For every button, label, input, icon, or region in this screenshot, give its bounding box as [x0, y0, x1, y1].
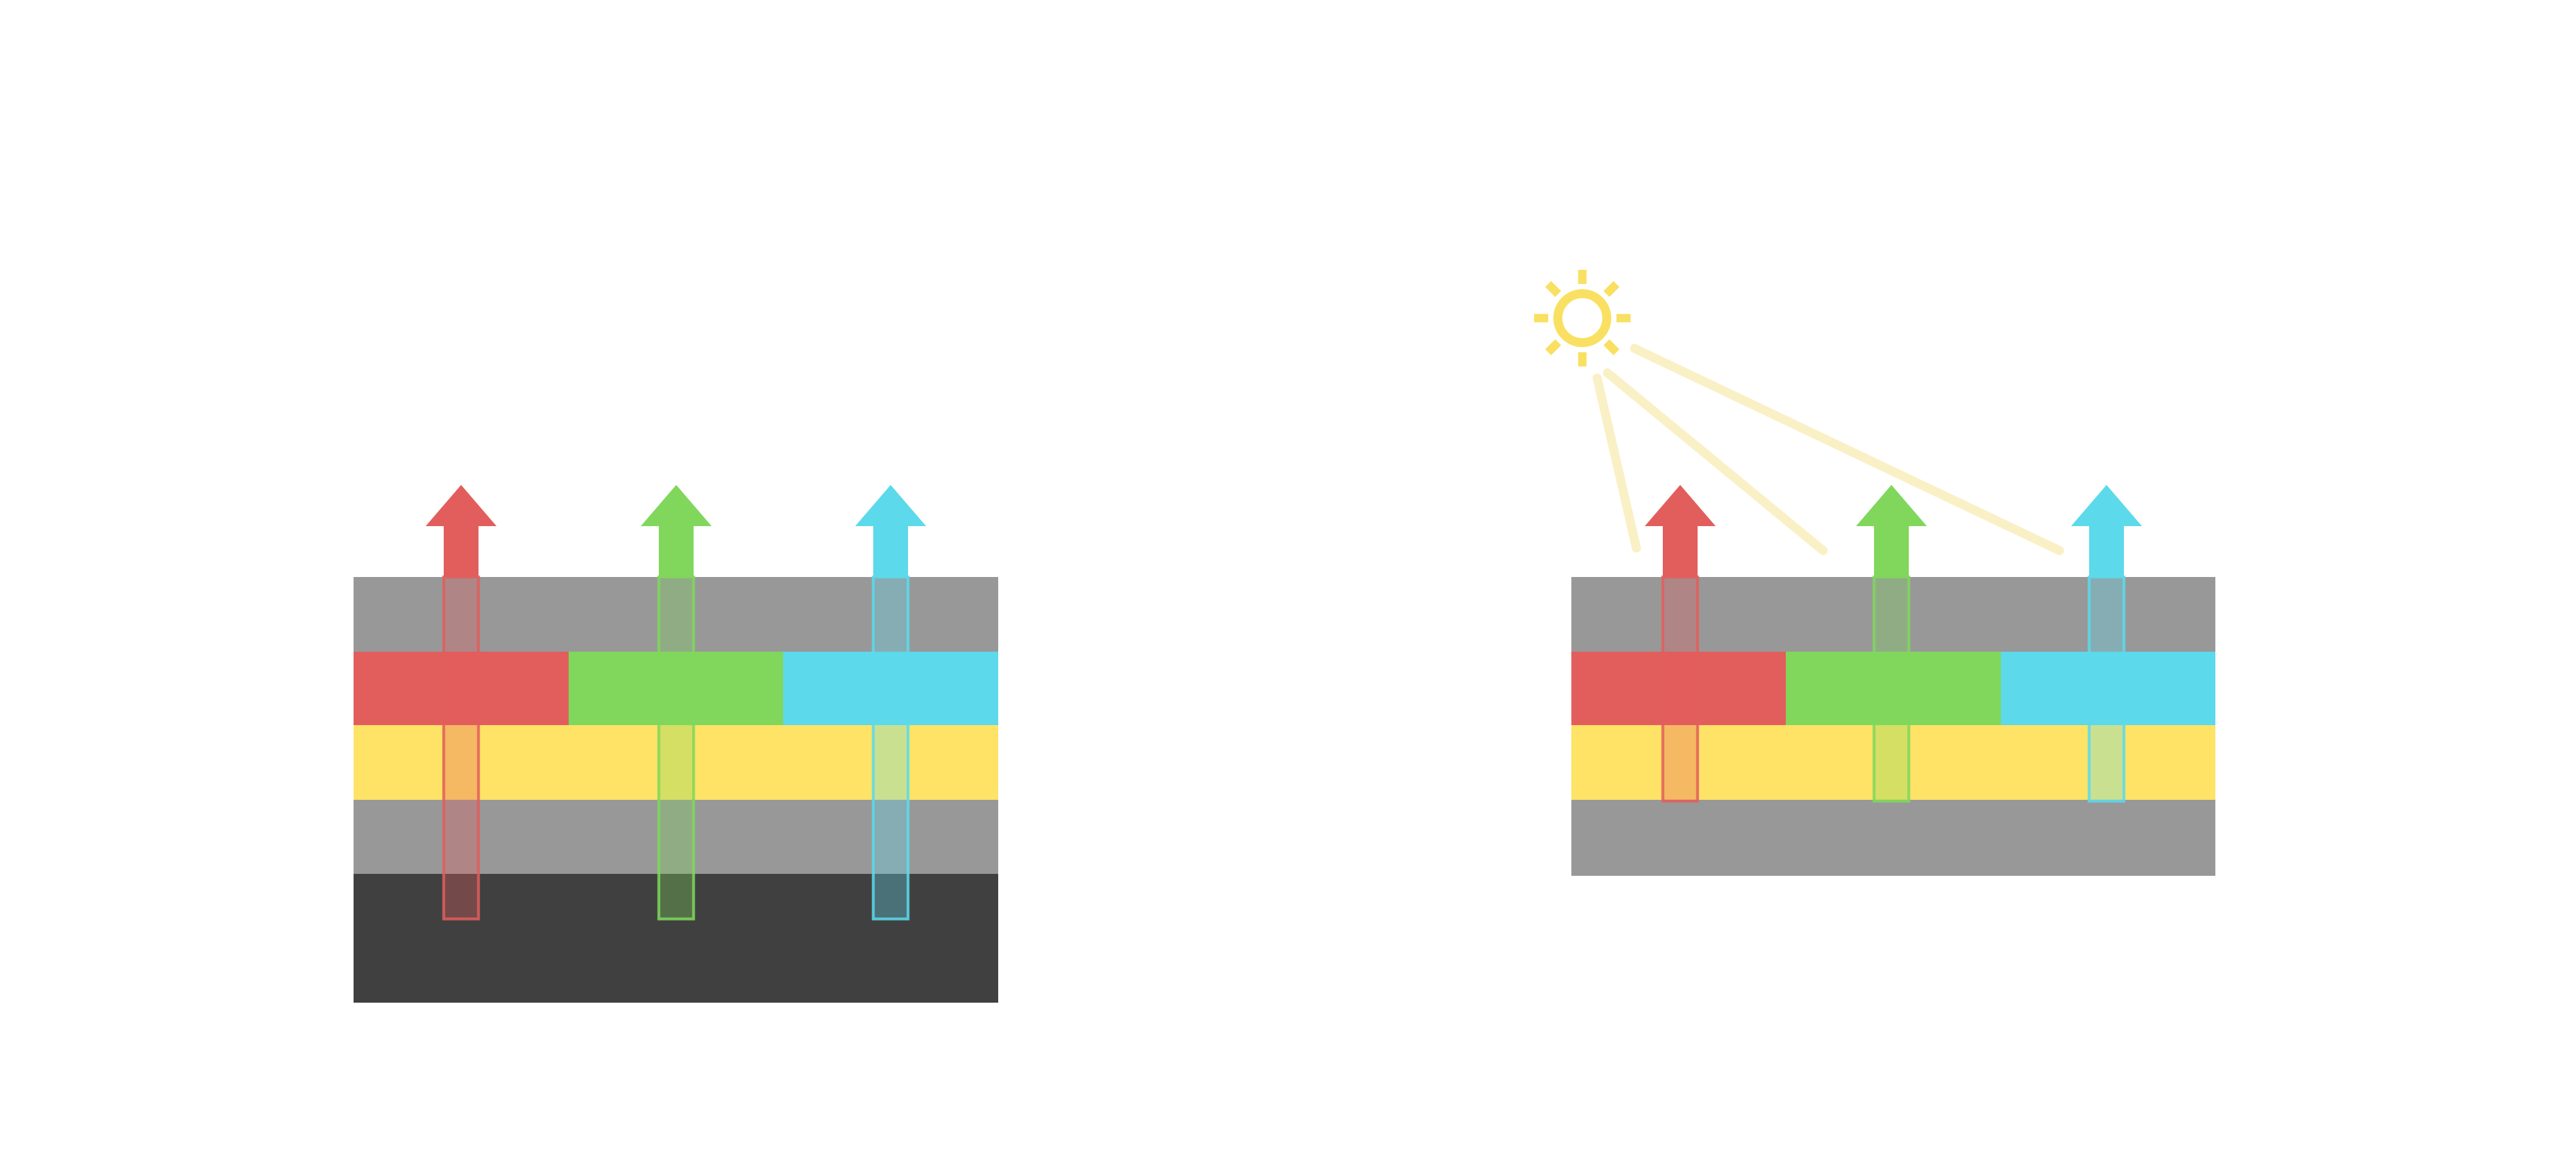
red-light-arrow-inner-shaft — [442, 575, 480, 921]
green-light-arrow-inner-shaft — [1872, 575, 1911, 803]
sun-ray — [1603, 339, 1620, 355]
blue-light-arrow — [855, 485, 926, 577]
blue-light-arrow — [2071, 485, 2142, 577]
red-light-arrow-inner-shaft — [1661, 575, 1700, 803]
backlit-display-stack — [354, 485, 998, 1003]
red-light-arrow — [426, 485, 497, 577]
sun-circle — [1553, 289, 1611, 347]
emitting-layer — [354, 725, 998, 800]
color-filter-red — [1571, 652, 1786, 725]
sun-beam-2 — [1603, 368, 1828, 555]
cover-glass-layer — [354, 577, 998, 652]
red-light-arrow — [1645, 485, 1716, 577]
color-filter-blue — [2001, 652, 2215, 725]
sun-ray — [1545, 281, 1562, 298]
green-light-arrow — [1856, 485, 1927, 577]
color-filter-green — [569, 652, 783, 725]
substrate-glass-layer — [354, 800, 998, 874]
green-light-arrow — [641, 485, 712, 577]
sun-beam-3 — [1630, 344, 2064, 555]
blue-light-arrow-inner-shaft — [2087, 575, 2126, 803]
color-filter-green — [1786, 652, 2001, 725]
blue-light-arrow-inner-shaft — [871, 575, 910, 921]
cover-glass-layer — [1571, 577, 2215, 652]
green-light-arrow-inner-shaft — [657, 575, 696, 921]
sun-beam-1 — [1593, 374, 1641, 553]
substrate-glass-layer — [1571, 800, 2215, 876]
sun-ray — [1545, 339, 1562, 355]
color-filter-blue — [783, 652, 998, 725]
reflective-display-stack — [1534, 270, 2215, 876]
backlight-layer — [354, 874, 998, 1003]
sun-ray — [1603, 281, 1620, 298]
color-filter-red — [354, 652, 569, 725]
reflective-layer — [1571, 725, 2215, 800]
